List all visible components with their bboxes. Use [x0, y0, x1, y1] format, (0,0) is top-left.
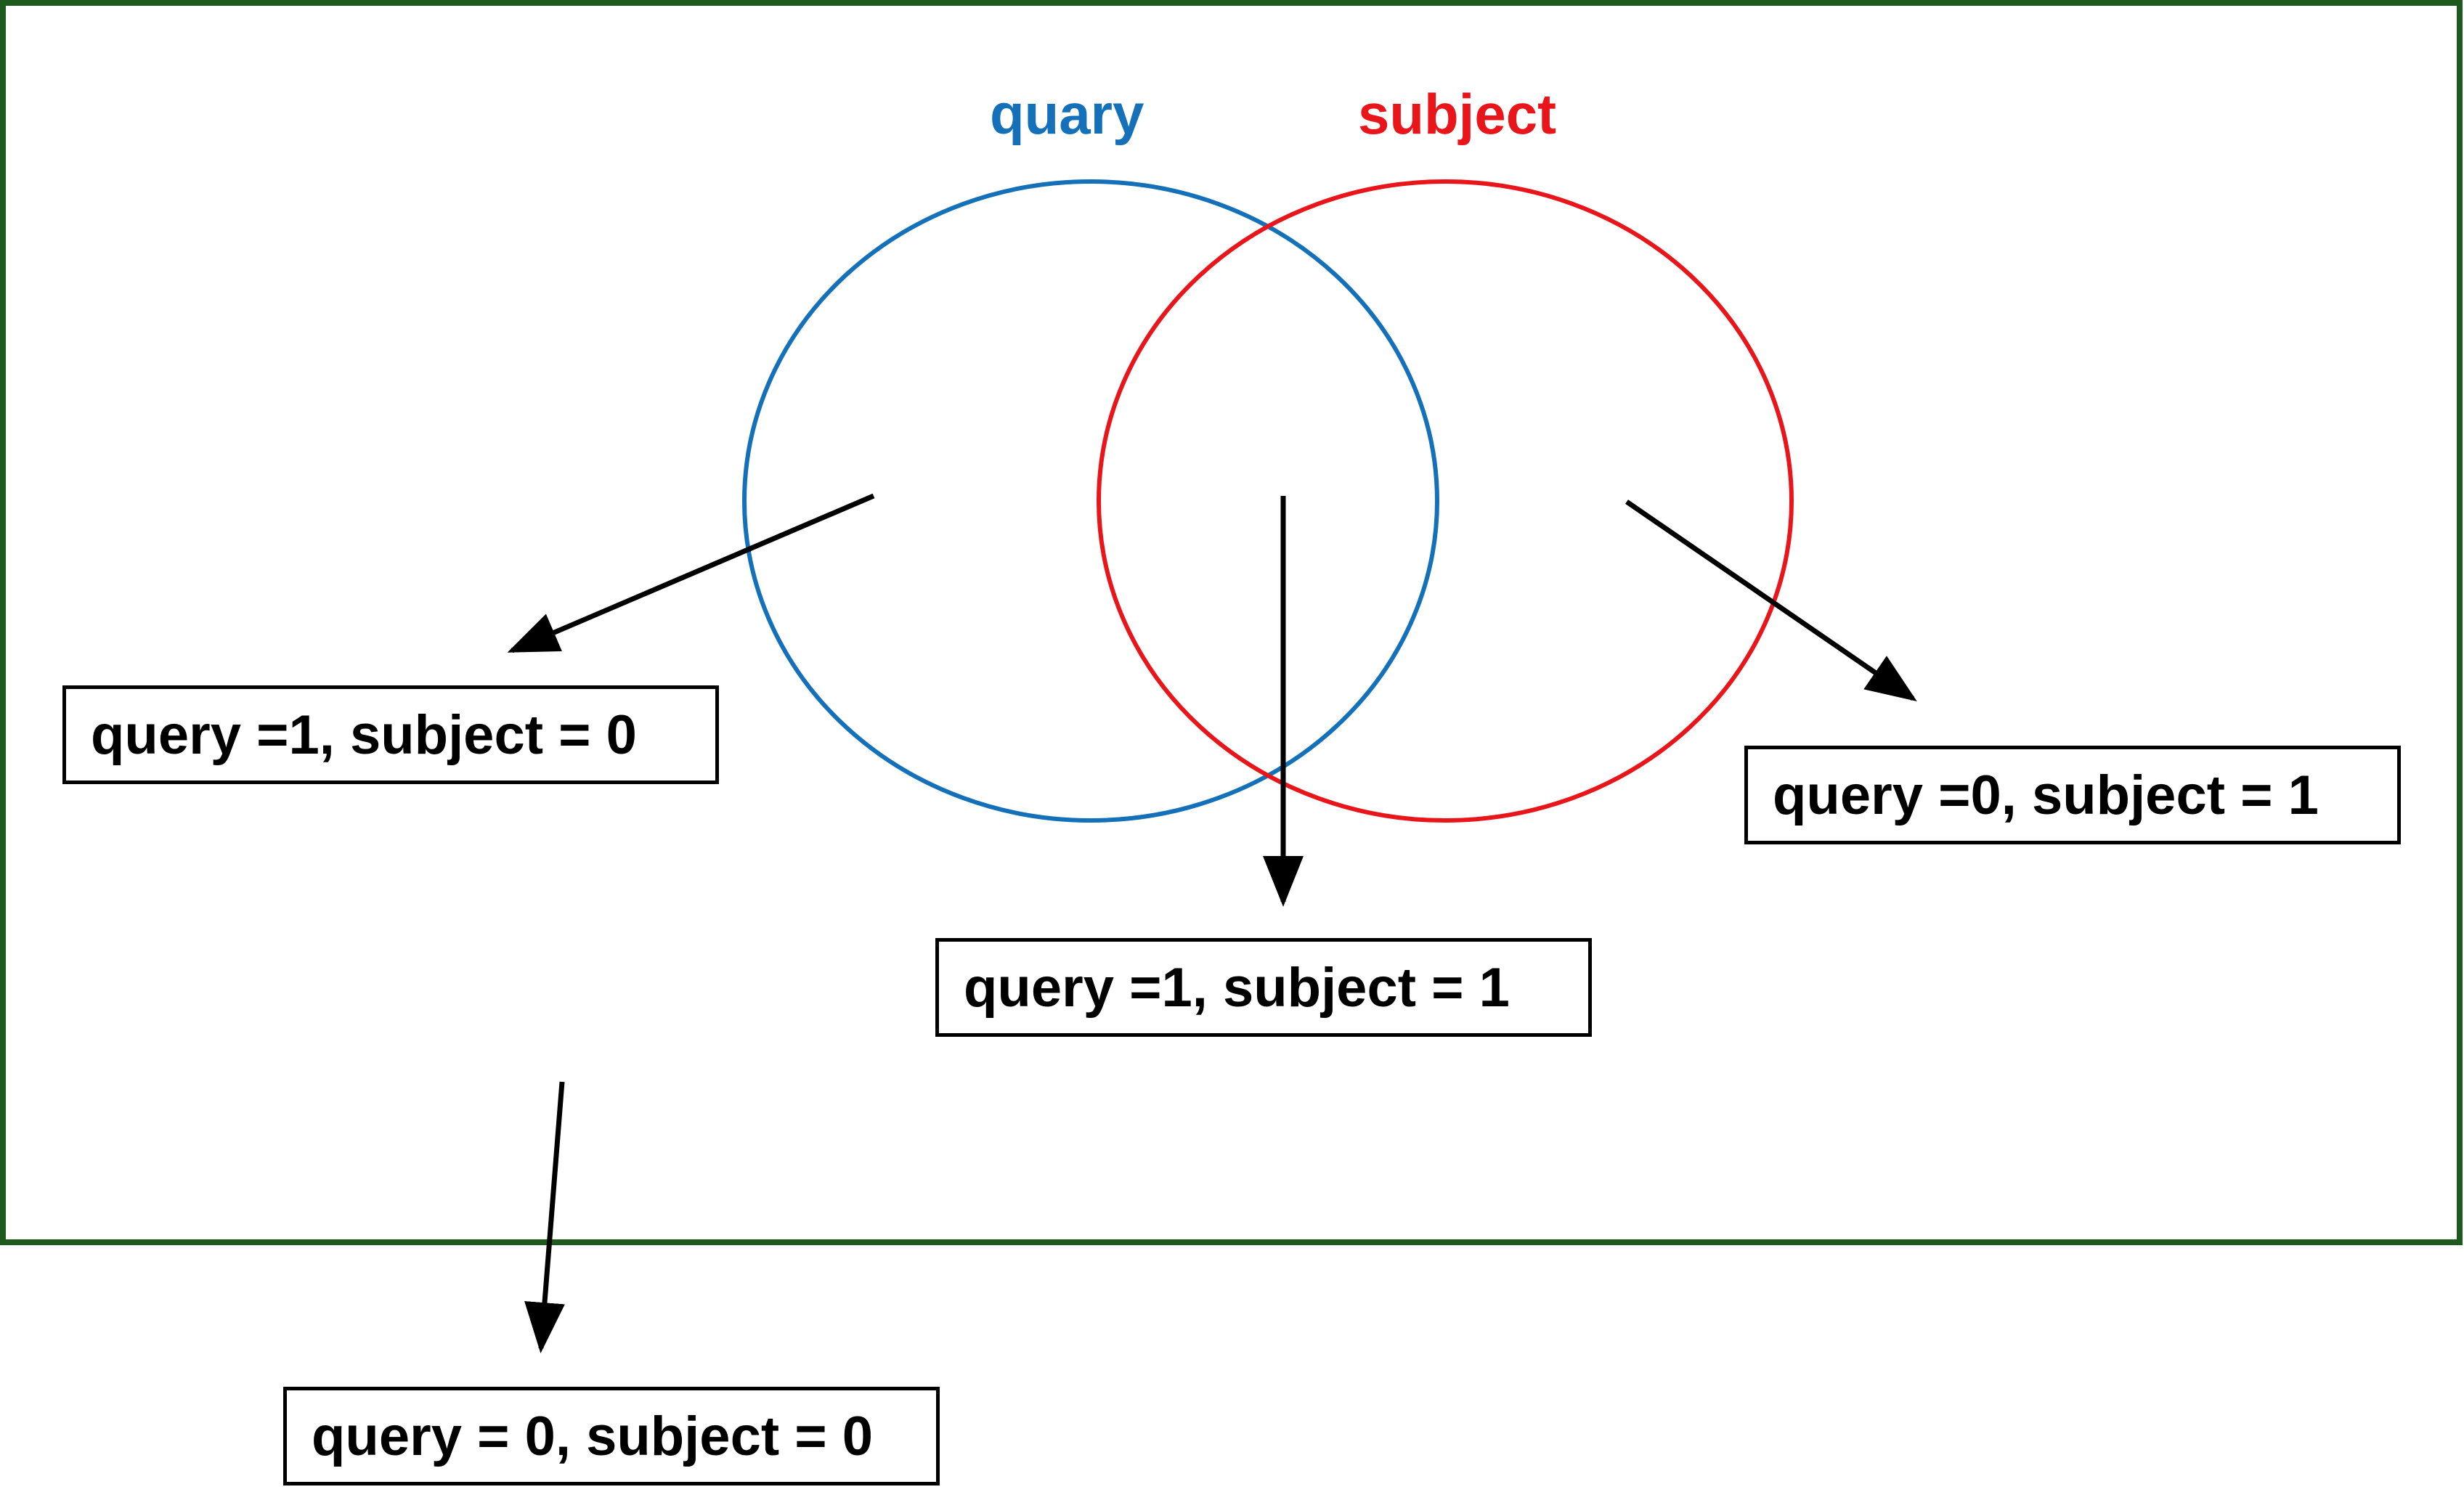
arrow-subject-only — [1625, 500, 1917, 701]
subject-set-circle — [1097, 179, 1794, 823]
arrow-query-only — [507, 493, 875, 653]
region-box-subject-only: query =0, subject = 1 — [1744, 746, 2401, 844]
region-box-query-only: query =1, subject = 0 — [62, 685, 719, 784]
query-set-circle — [742, 179, 1439, 823]
query-set-label: quary — [990, 82, 1144, 146]
region-box-both: query =1, subject = 1 — [935, 938, 1592, 1037]
subject-set-label: subject — [1358, 82, 1557, 146]
region-box-neither: query = 0, subject = 0 — [283, 1387, 940, 1485]
universe-frame — [0, 0, 2463, 1245]
arrow-neither — [524, 1081, 565, 1353]
